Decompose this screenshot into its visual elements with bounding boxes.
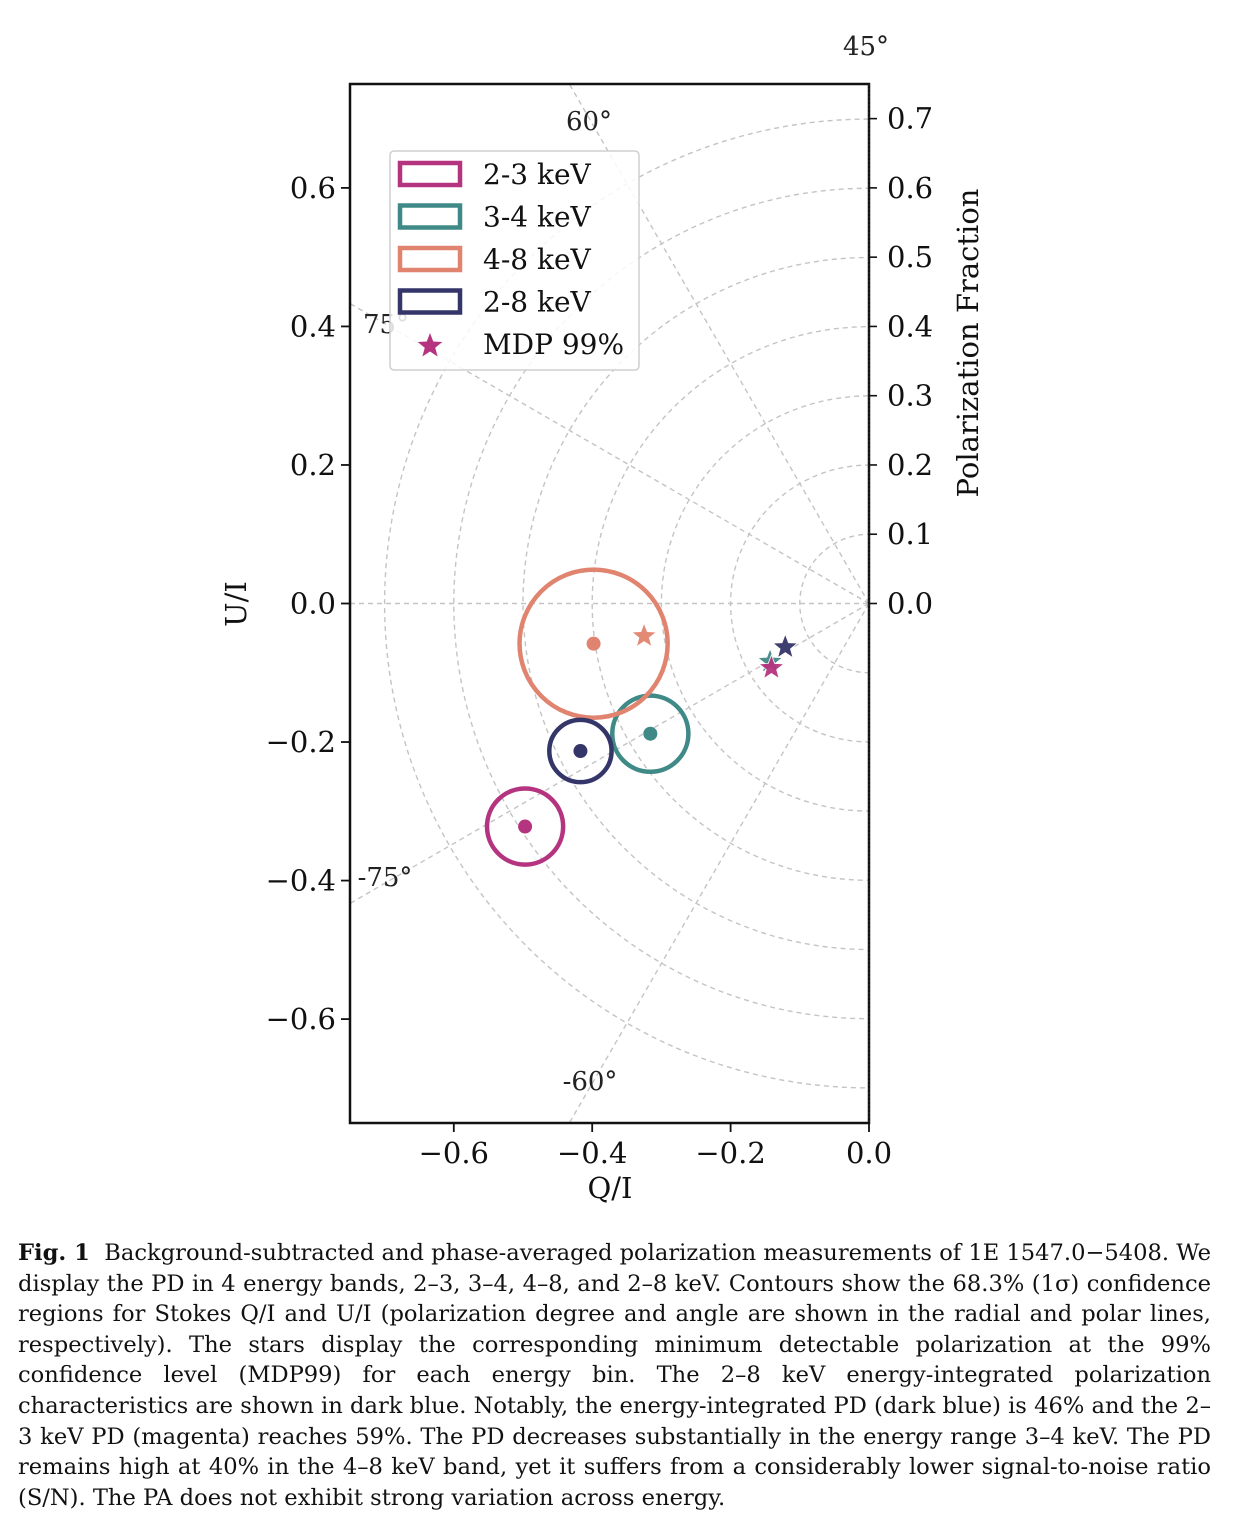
legend-label-3: 2-8 keV — [483, 286, 592, 319]
legend-label-0: 2-3 keV — [483, 158, 592, 191]
pf-tick-label-1: 0.6 — [887, 171, 933, 205]
x-tick-label-2: −0.2 — [695, 1136, 765, 1170]
caption-text: Background-subtracted and phase-averaged… — [18, 1240, 1212, 1511]
x-tick-label-1: −0.4 — [557, 1136, 627, 1170]
y-tick-label-6: −0.6 — [266, 1002, 336, 1036]
angle-label-2: -75° — [358, 863, 413, 893]
point-4-8 keV — [586, 636, 601, 651]
contour-2-8 keV — [547, 717, 614, 785]
legend: 2-3 keV 3-4 keV 4-8 keV 2-8 keV MDP 99% — [389, 150, 640, 371]
y-tick-label-1: 0.4 — [290, 309, 336, 343]
y-tick-label-5: −0.4 — [266, 864, 336, 898]
angle-labels: 60°75°-75°-60°45° — [358, 32, 889, 1097]
legend-label-2: 4-8 keV — [483, 243, 592, 276]
polarization-fraction-label: Polarization Fraction — [951, 189, 985, 498]
pf-tick-label-2: 0.5 — [887, 240, 933, 274]
point-2-3 keV — [518, 819, 533, 834]
pf-tick-label-0: 0.7 — [887, 102, 933, 136]
angle-line-75 — [350, 302, 869, 605]
polar-grid — [350, 84, 869, 1123]
y-tick-label-0: 0.6 — [290, 171, 336, 205]
contour-2-3 keV — [484, 786, 566, 867]
pf-tick-label-5: 0.2 — [887, 448, 933, 482]
pf-tick-label-4: 0.3 — [887, 379, 933, 413]
pf-tick-label-7: 0.0 — [887, 587, 933, 621]
legend-swatch-4-8 keV — [397, 245, 463, 273]
polarization-chart: 60°75°-75°-60°45° −0.6 −0.4 −0.2 0.00.60.40… — [219, 32, 985, 1205]
y-tick-label-4: −0.2 — [266, 725, 336, 759]
x-tick-label-0: −0.6 — [419, 1136, 489, 1170]
data-marks — [484, 567, 799, 867]
x-tick-label-3: 0.0 — [846, 1136, 892, 1170]
contour-4-8 keV — [517, 567, 670, 720]
pf-tick-label-3: 0.4 — [887, 309, 933, 343]
angle-line--75 — [350, 602, 869, 905]
point-2-8 keV — [573, 744, 588, 759]
contour-3-4 keV — [610, 693, 691, 775]
y-axis-label: U/I — [219, 581, 253, 627]
legend-swatch-2-3 keV — [397, 160, 463, 188]
angle-label-3: -60° — [563, 1067, 618, 1097]
angle-line-60 — [568, 84, 869, 604]
caption-label: Fig. 1 — [18, 1240, 90, 1266]
legend-star-marker — [417, 333, 443, 357]
mdp-star-2-3 keV — [757, 653, 785, 680]
angle-label-4: 45° — [843, 32, 889, 62]
x-axis-label: Q/I — [587, 1171, 632, 1205]
mdp-star-2-8 keV — [771, 633, 799, 659]
y-tick-label-3: 0.0 — [290, 587, 336, 621]
tick-labels: −0.6 −0.4 −0.2 0.0 0.6 0.4 0.2 0.0 −0.2 −0.4 −0.6 0… — [266, 102, 934, 1170]
legend-swatch-3-4 keV — [397, 203, 463, 230]
pd-circle-6 — [384, 118, 869, 1089]
legend-label-1: 3-4 keV — [483, 201, 592, 234]
pf-tick-label-6: 0.1 — [887, 517, 933, 551]
angle-label-0: 60° — [566, 107, 612, 137]
mdp-star-4-8 keV — [630, 621, 658, 648]
y-tick-label-2: 0.2 — [290, 448, 336, 482]
legend-swatch-2-8 keV — [397, 288, 463, 315]
point-3-4 keV — [643, 726, 658, 741]
angle-line--60 — [568, 603, 869, 1123]
figure-caption: Fig. 1 Background-subtracted and phase-a… — [18, 1238, 1211, 1513]
axes-frame — [341, 82, 877, 1132]
pd-circle-2 — [660, 395, 869, 812]
legend-label-4: MDP 99% — [483, 328, 624, 361]
